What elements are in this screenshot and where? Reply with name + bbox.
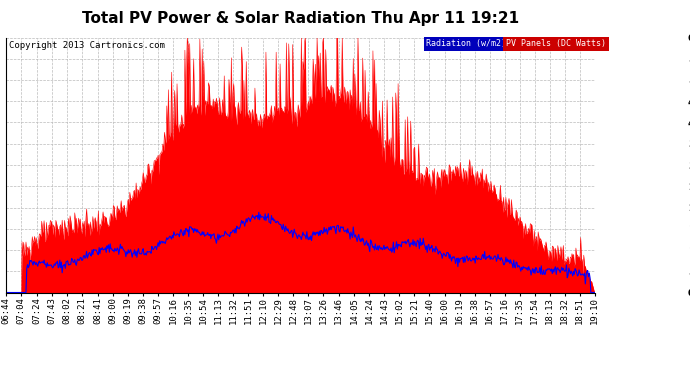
Text: PV Panels (DC Watts): PV Panels (DC Watts) — [506, 39, 606, 48]
Text: Radiation (w/m2): Radiation (w/m2) — [426, 39, 506, 48]
Text: Total PV Power & Solar Radiation Thu Apr 11 19:21: Total PV Power & Solar Radiation Thu Apr… — [81, 11, 519, 26]
Text: Copyright 2013 Cartronics.com: Copyright 2013 Cartronics.com — [9, 41, 165, 50]
